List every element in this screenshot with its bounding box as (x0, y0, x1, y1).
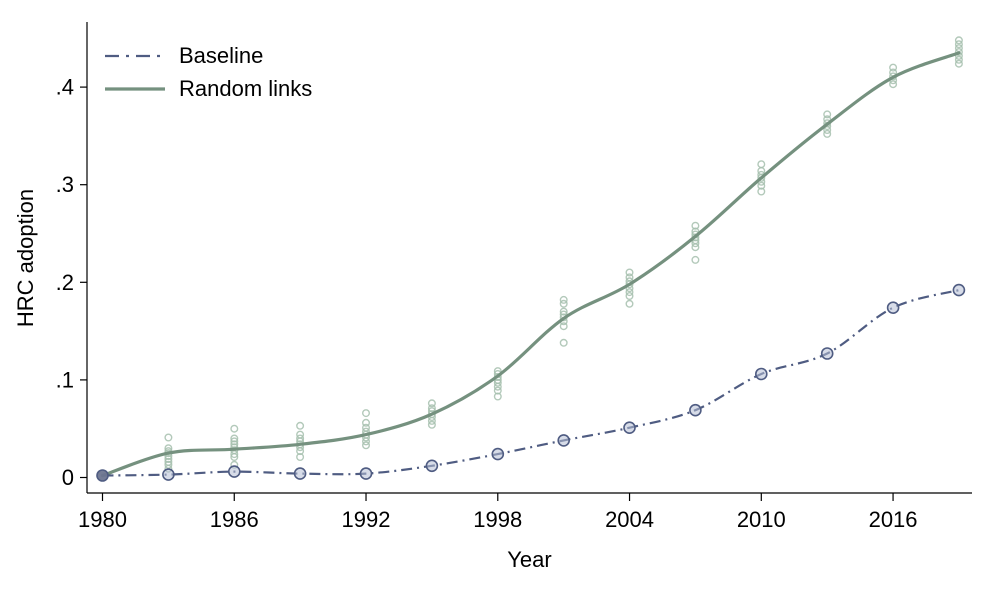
scatter-draw-dot (296, 453, 305, 462)
baseline-marker (689, 403, 702, 417)
scatter-draw-dot (427, 399, 436, 408)
scatter-draw-dot (625, 299, 634, 308)
baseline-marker (491, 447, 505, 461)
scatter-draw-dot (691, 239, 700, 248)
scatter-draw-dot (889, 63, 898, 72)
x-tick-label: 2004 (605, 507, 654, 532)
scatter-draw-dot (625, 268, 634, 277)
scatter-draw-dot (493, 392, 502, 401)
scatter-draw-dot (823, 129, 832, 138)
scatter-draw-dot (427, 404, 436, 413)
scatter-draw-dot (559, 295, 568, 304)
scatter-draw-dot (493, 378, 502, 387)
scatter-draw-dot (362, 441, 371, 450)
scatter-draw-dot (625, 292, 634, 301)
scatter-draw-dot (230, 437, 239, 446)
scatter-draw-dot (625, 288, 634, 297)
x-axis-title: Year (507, 547, 552, 572)
legend-item-baseline: Baseline (104, 41, 312, 70)
scatter-draw-dot (164, 433, 173, 442)
scatter-draw-dot (757, 160, 766, 169)
baseline-marker (557, 434, 571, 447)
baseline-marker (293, 467, 307, 480)
baseline-marker (886, 301, 900, 315)
scatter-draw-dot (954, 36, 963, 45)
scatter-draw-dot (296, 421, 305, 430)
scatter-draw-dot (559, 322, 568, 331)
scatter-draw-dot (757, 187, 766, 196)
y-tick-label: .1 (56, 367, 74, 392)
scatter-draw-dot (362, 409, 371, 418)
legend: Baseline Random links (104, 41, 312, 103)
baseline-line-swatch-icon (105, 54, 165, 57)
scatter-draw-dot (757, 173, 766, 182)
baseline-marker (754, 367, 768, 381)
scatter-draw-dot (757, 181, 766, 190)
scatter-draw-dot (164, 460, 173, 469)
y-axis-title: HRC adoption (13, 188, 38, 328)
baseline-marker (623, 421, 636, 435)
scatter-draw-dot (559, 307, 568, 316)
scatter-draw-dot (230, 453, 239, 462)
baseline-marker (162, 468, 175, 481)
y-tick-label: .4 (56, 75, 74, 100)
scatter-draw-dot (823, 125, 832, 134)
scatter-draw-dot (954, 40, 963, 49)
scatter-draw-dot (954, 55, 963, 64)
legend-item-random-links: Random links (104, 74, 312, 103)
scatter-draw-dot (427, 416, 436, 425)
y-tick-label: .3 (56, 172, 74, 197)
random-links-line (100, 51, 961, 478)
scatter-draw-dot (954, 48, 963, 57)
scatter-draw-dot (493, 386, 502, 395)
x-tick-label: 1998 (473, 507, 522, 532)
scatter-draw-dot (691, 255, 700, 264)
scatter-draw-dot (889, 80, 898, 89)
scatter-draw-dot (559, 338, 568, 347)
scatter-draw-dot (625, 280, 634, 289)
x-tick-label: 2016 (869, 507, 918, 532)
baseline-marker (96, 469, 109, 482)
baseline-marker (425, 459, 439, 473)
baseline-marker (359, 467, 373, 480)
x-tick-label: 1986 (210, 507, 259, 532)
scatter-draw-dot (427, 420, 436, 429)
x-tick-label: 2010 (737, 507, 786, 532)
scatter-draw-dot (296, 447, 305, 456)
random-links-line-swatch-icon (105, 86, 165, 91)
scatter-draw-dot (296, 434, 305, 443)
legend-label-baseline: Baseline (179, 42, 264, 68)
scatter-draw-dot (691, 243, 700, 252)
scatter-draw-dot (954, 59, 963, 68)
baseline-marker (228, 465, 241, 478)
scatter-draw-dot (362, 437, 371, 446)
baseline-marker (820, 347, 834, 360)
y-tick-label: .2 (56, 270, 74, 295)
scatter-draw-dot (559, 299, 568, 308)
scatter-draw-dot (493, 382, 502, 391)
scatter-draw-dot (164, 455, 173, 464)
x-tick-label: 1980 (78, 507, 127, 532)
scatter-draw-dot (362, 418, 371, 427)
legend-label-random-links: Random links (179, 75, 313, 101)
scatter-draw-dot (691, 221, 700, 230)
x-tick-label: 1992 (342, 507, 391, 532)
baseline-marker (952, 283, 966, 297)
scatter-draw-dot (230, 434, 239, 443)
y-tick-label: 0 (62, 465, 74, 490)
scatter-draw-dot (230, 424, 239, 433)
scatter-draw-dot (823, 110, 832, 119)
